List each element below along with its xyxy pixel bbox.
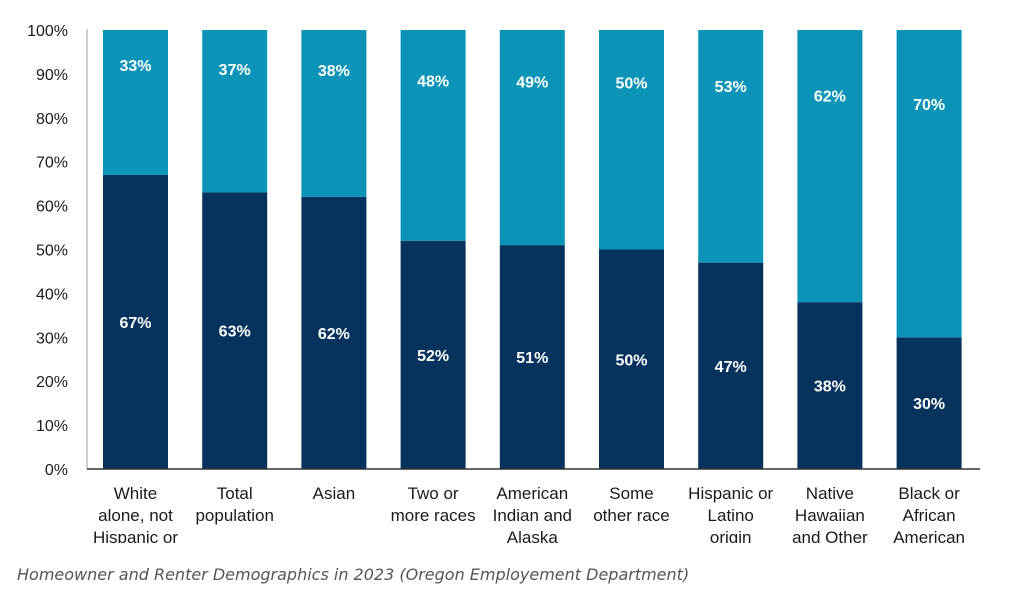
x-tick-label: Black or African American xyxy=(893,484,965,547)
data-label: 47% xyxy=(715,359,747,376)
bar-segment-upper xyxy=(202,30,268,193)
y-tick-label: 60% xyxy=(36,199,68,216)
data-label: 63% xyxy=(219,324,251,341)
y-tick-label: 90% xyxy=(36,67,68,84)
data-label: 49% xyxy=(516,75,548,92)
bar-segment-upper xyxy=(797,30,863,303)
data-label: 62% xyxy=(814,88,846,105)
data-label: 38% xyxy=(318,63,350,80)
bar-segment-upper xyxy=(896,30,962,338)
data-label: 53% xyxy=(715,79,747,96)
data-label: 67% xyxy=(119,315,151,332)
bar-segment-upper xyxy=(499,30,565,246)
bar-segment-lower xyxy=(400,240,466,469)
y-tick-label: 80% xyxy=(36,111,68,128)
x-tick-label: Total population xyxy=(195,484,273,525)
y-tick-label: 100% xyxy=(27,23,68,40)
y-tick-label: 0% xyxy=(45,462,68,479)
bar-segment-lower xyxy=(301,196,367,469)
data-label: 37% xyxy=(219,62,251,79)
x-tick-label: Two or more races xyxy=(391,484,476,525)
x-tick-label: Asian xyxy=(313,484,356,503)
data-label: 38% xyxy=(814,379,846,396)
bar-segment-upper xyxy=(103,30,168,175)
bar-segment-upper xyxy=(698,30,764,263)
bar-segment-lower xyxy=(202,192,268,469)
y-tick-label: 50% xyxy=(36,243,68,260)
data-label: 50% xyxy=(615,352,647,369)
data-label: 62% xyxy=(318,326,350,343)
bar-segment-upper xyxy=(400,30,466,241)
bar-segment-lower xyxy=(797,302,863,469)
x-tick-label: Native Hawaiian and Other xyxy=(792,484,868,547)
data-label: 48% xyxy=(417,74,449,91)
data-label: 70% xyxy=(913,97,945,114)
chart-caption: Homeowner and Renter Demographics in 202… xyxy=(17,565,690,584)
y-tick-label: 10% xyxy=(36,418,68,435)
y-tick-label: 20% xyxy=(36,374,68,391)
y-tick-label: 30% xyxy=(36,330,68,347)
data-label: 30% xyxy=(913,396,945,413)
bar-segment-lower xyxy=(698,262,764,469)
x-tick-label: White alone, not Hispanic or xyxy=(93,484,178,547)
data-label: 52% xyxy=(417,348,449,365)
y-tick-label: 70% xyxy=(36,155,68,172)
bar-segment-lower xyxy=(896,337,962,469)
stacked-bar-chart: 0% 10% 20% 30% 40% 50% 60% 70% 80% 90% 100% 67% 33% W… xyxy=(27,23,980,547)
data-label: 50% xyxy=(615,76,647,93)
data-label: 33% xyxy=(119,58,151,75)
bar-segment-lower xyxy=(499,245,565,469)
data-label: 51% xyxy=(516,350,548,367)
bar-segment-lower xyxy=(599,249,664,469)
y-tick-label: 40% xyxy=(36,286,68,303)
x-tick-label: American Indian and Alaska xyxy=(493,484,572,547)
x-tick-label: Hispanic or Latino origin xyxy=(688,484,773,547)
bar-segment-upper xyxy=(301,30,367,197)
bar-segment-lower xyxy=(103,174,168,469)
x-tick-label: Some other race xyxy=(593,484,670,525)
bar-segment-upper xyxy=(599,30,664,250)
